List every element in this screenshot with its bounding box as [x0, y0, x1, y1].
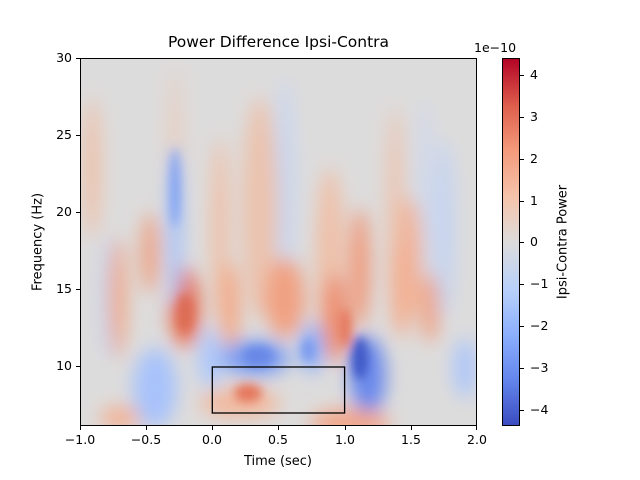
x-tick-label: 1.5: [401, 432, 421, 447]
colorbar-tick-label: 2: [530, 151, 538, 166]
axes-frame: [80, 58, 477, 426]
y-tick-label: 10: [56, 358, 72, 373]
colorbar-tick-label: 0: [530, 234, 538, 249]
colorbar-tick-label: 4: [530, 67, 538, 82]
x-axis-label: Time (sec): [243, 454, 313, 469]
colorbar-tick-label: −2: [530, 318, 549, 333]
colorbar: [502, 58, 520, 426]
colorbar-tick-label: 1: [530, 193, 538, 208]
y-tick-label: 20: [56, 204, 72, 219]
y-tick-label: 25: [56, 127, 72, 142]
colorbar-tick-label: −4: [530, 402, 549, 417]
x-tick-label: 1.0: [335, 432, 355, 447]
heatmap-plot-area: [80, 58, 477, 426]
y-tick-label: 15: [56, 281, 72, 296]
x-tick-label: −1.0: [64, 432, 96, 447]
colorbar-tick-label: −3: [530, 360, 549, 375]
heatmap-image: [80, 58, 477, 426]
x-tick-label: 0.5: [268, 432, 288, 447]
y-tick-label: 30: [56, 50, 72, 65]
x-tick-label: 0.0: [202, 432, 222, 447]
chart-title: Power Difference Ipsi-Contra: [167, 33, 390, 51]
colorbar-tick-label: −1: [530, 276, 549, 291]
colorbar-tick-label: 3: [530, 109, 538, 124]
colorbar-label: Ipsi-Contra Power: [555, 184, 571, 300]
y-axis-label: Frequency (Hz): [30, 192, 46, 292]
roi-rectangle: [211, 366, 346, 414]
x-tick-label: 2.0: [467, 432, 487, 447]
colorbar-offset-text: 1e−10: [474, 40, 517, 55]
x-tick-label: −0.5: [130, 432, 162, 447]
